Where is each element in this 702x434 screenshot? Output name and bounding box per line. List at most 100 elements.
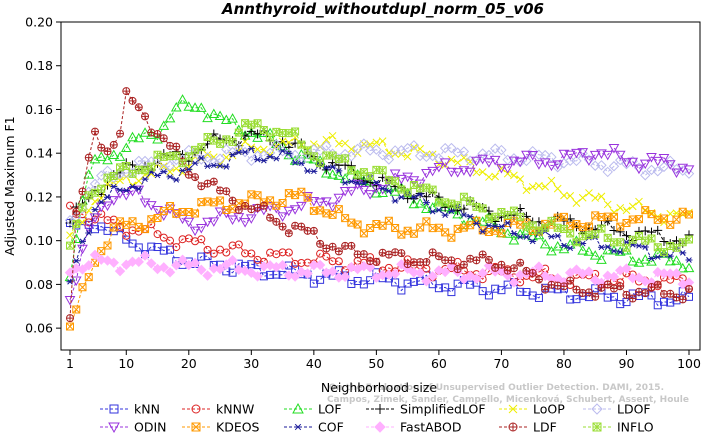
data-point [64,295,76,306]
data-point [214,153,226,164]
data-point [514,157,526,168]
data-point [577,148,589,158]
data-point [416,184,425,193]
data-point [497,208,506,217]
data-point [266,270,275,279]
data-point [659,248,668,257]
data-point [314,145,326,156]
data-point [97,222,106,231]
data-point [422,257,431,266]
data-point [489,143,501,154]
data-point [484,291,493,300]
data-point [652,166,663,177]
data-point [139,250,151,261]
data-point [510,230,518,237]
data-point [247,120,256,129]
data-point [603,293,612,302]
data-point [421,276,432,287]
data-point [375,404,385,414]
data-point [653,243,662,252]
data-point [321,165,331,175]
data-point [141,166,150,175]
data-point [227,113,238,123]
data-point [196,264,207,276]
y-tick-label: 0.06 [25,321,53,336]
data-point [484,214,493,223]
data-point [602,244,614,255]
data-point [108,196,120,206]
data-point [497,229,506,238]
data-point [639,254,651,264]
data-point [584,288,593,297]
data-point [546,161,557,172]
data-point [214,207,226,218]
data-point [366,172,375,181]
data-point [529,238,537,245]
data-point [403,152,412,161]
data-point [246,267,257,279]
data-point [116,163,125,172]
data-point [347,145,356,154]
data-point [435,207,443,213]
data-point [78,283,87,292]
data-point [616,204,625,212]
data-point [302,192,313,202]
data-point [352,143,363,155]
data-point [546,245,557,256]
data-point [216,196,225,205]
data-point [203,150,212,159]
data-point [485,173,493,181]
plot-frame [60,21,701,351]
data-point [478,204,487,213]
data-point [328,131,337,140]
data-point [91,188,100,197]
data-point [653,280,662,289]
data-point [615,227,625,237]
data-point [172,151,181,160]
data-point [147,220,156,229]
chart-title: Annthyroid_withoutdupl_norm_05_v06 [221,0,544,18]
data-point [239,146,251,158]
x-tick-label: 60 [431,356,447,371]
y-tick-label: 0.18 [25,58,53,73]
data-point [516,258,525,267]
data-point [589,150,601,161]
data-point [364,262,376,273]
data-point [616,238,625,247]
data-point [295,201,307,212]
data-point [72,257,80,264]
data-point [516,175,525,183]
data-point [539,238,551,249]
data-point [409,194,419,204]
data-point [284,129,293,138]
data-point [189,226,201,237]
legend-label: LoOP [533,402,565,417]
data-point [541,223,550,232]
data-point [639,159,651,170]
data-point [528,221,537,230]
data-point [159,162,168,171]
data-point [409,277,418,286]
data-point [634,287,643,296]
data-point [153,150,162,159]
x-tick-label: 1 [66,356,74,371]
data-point [309,226,318,235]
data-point [334,155,343,164]
data-point [153,230,162,239]
data-point [477,268,488,279]
data-point [208,157,220,168]
data-point [634,232,643,241]
y-axis: 0.06 0.08 0.10 0.12 0.14 0.16 0.18 0.20 [25,15,61,336]
data-point [408,140,420,151]
data-point [421,203,432,213]
legend-label: ODIN [134,420,167,434]
data-point [292,402,304,414]
data-point [266,153,274,160]
data-point [521,150,532,161]
data-point [446,142,457,154]
data-point [666,253,674,259]
legend-label: FastABOD [400,420,462,434]
data-point [428,185,437,194]
data-point [128,96,137,105]
data-point [184,152,193,161]
